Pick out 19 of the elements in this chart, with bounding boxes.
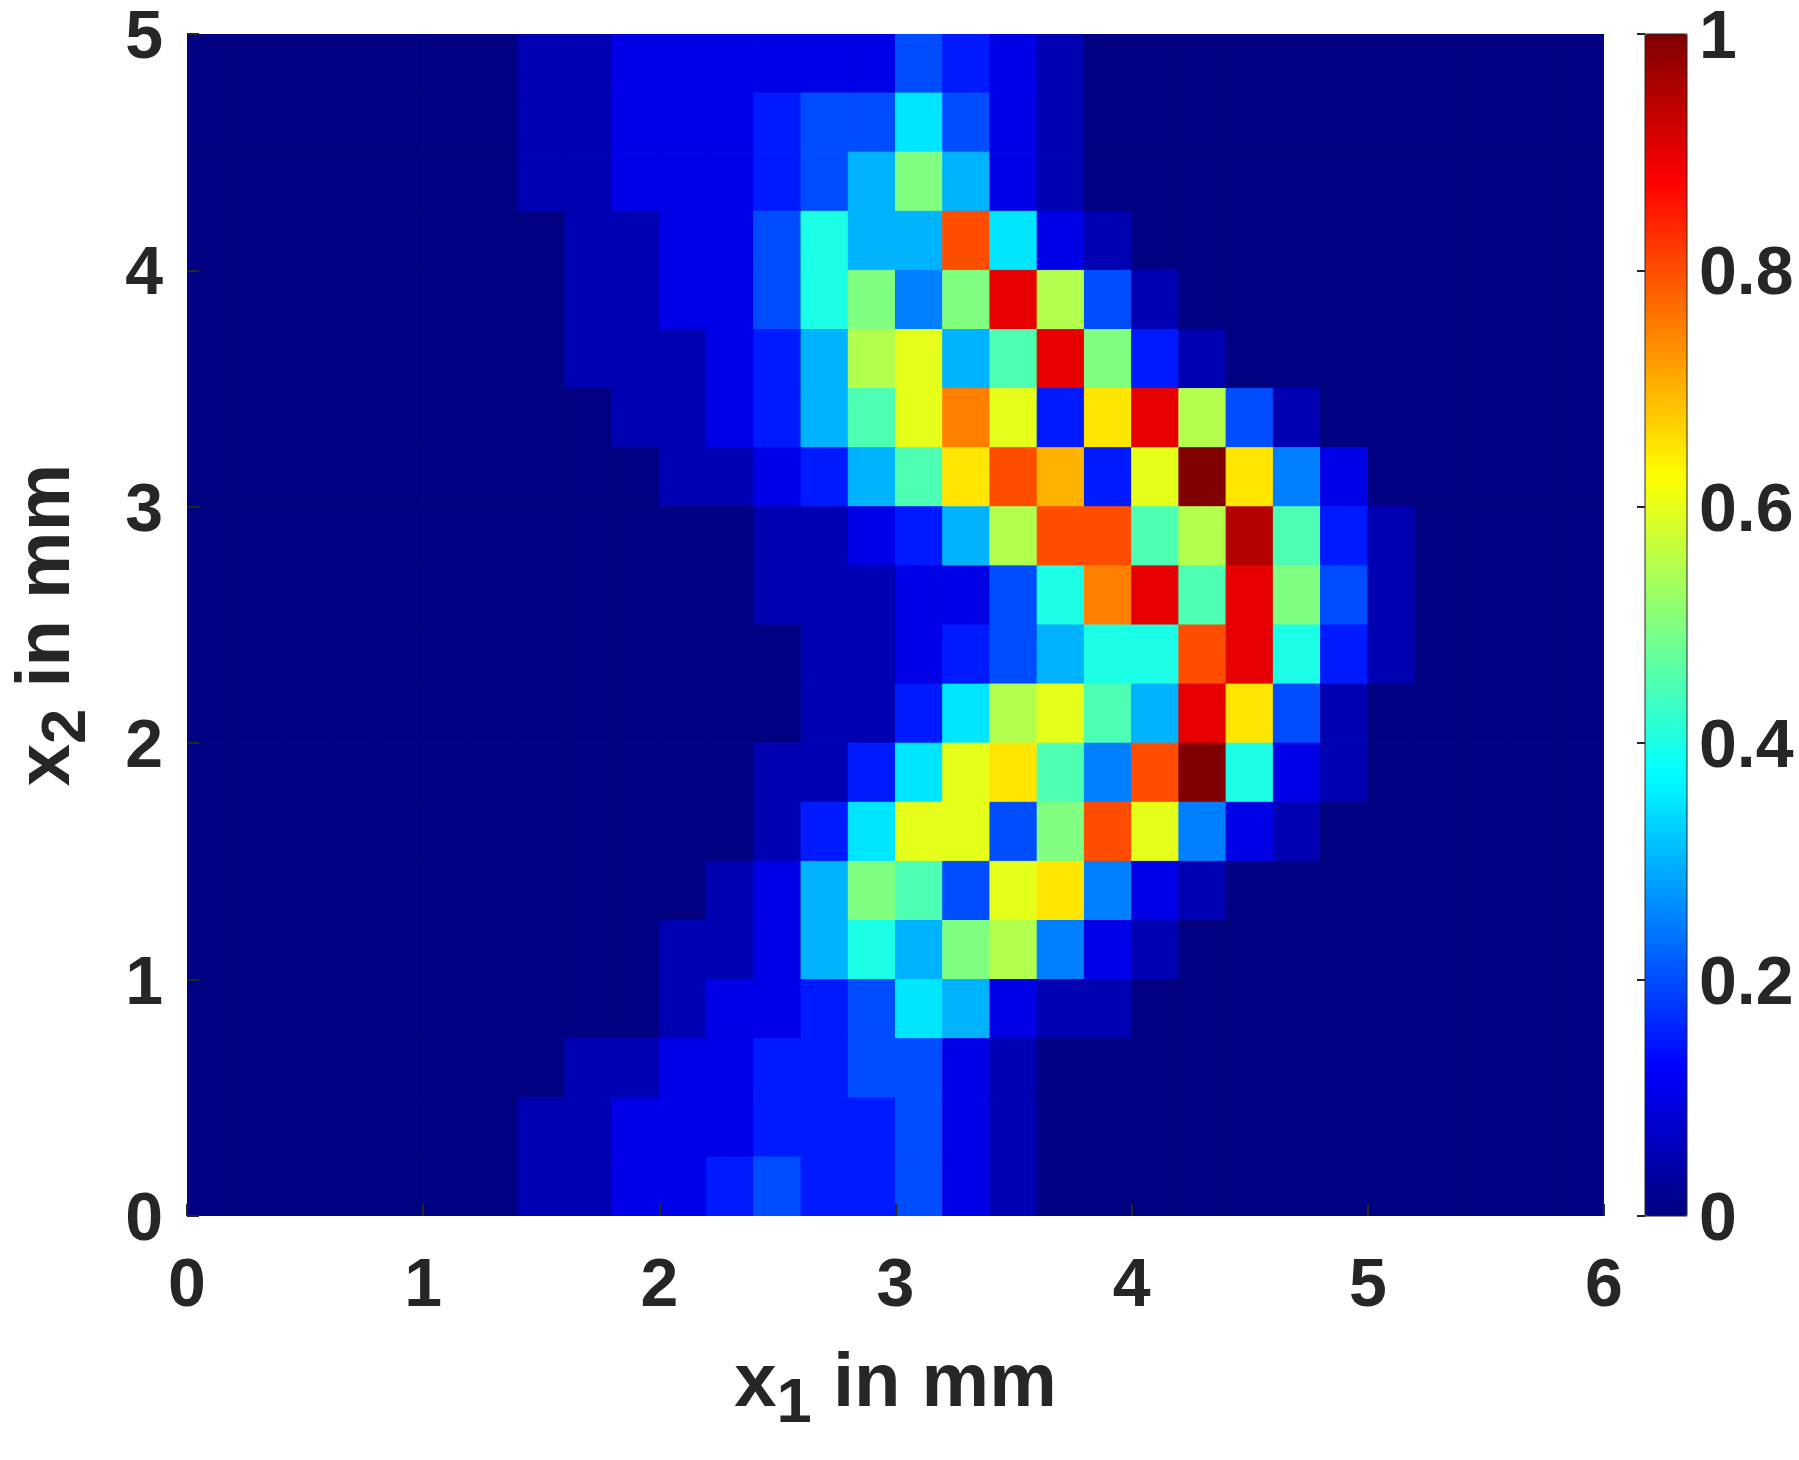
y-tick-label: 1 <box>125 941 163 1018</box>
color-bar-label: 0.2 <box>1699 941 1794 1018</box>
x-axis-title: x$_{1}$ in mm <box>734 1337 1057 1436</box>
color-bar-label: 0.6 <box>1699 468 1794 545</box>
x-tick-label: 3 <box>876 1244 915 1320</box>
x-tick-label: 2 <box>640 1244 679 1320</box>
x-tick-label: 5 <box>1348 1244 1387 1320</box>
x-tick-label: 6 <box>1585 1244 1623 1320</box>
color-bar-label: 0.4 <box>1699 705 1794 782</box>
x-tick-label: 1 <box>404 1244 443 1320</box>
x-tick-label: 4 <box>1112 1244 1151 1320</box>
y-tick-label: 5 <box>125 0 163 72</box>
color-bar-label: 1 <box>1699 0 1737 72</box>
y-tick-label: 4 <box>125 232 164 309</box>
y-tick-label: 2 <box>125 705 163 782</box>
color-bar-label: 0.8 <box>1699 232 1794 309</box>
color-bar-label: 0 <box>1699 1178 1737 1254</box>
y-tick-label: 3 <box>125 468 163 545</box>
y-tick-label: 0 <box>125 1178 163 1254</box>
